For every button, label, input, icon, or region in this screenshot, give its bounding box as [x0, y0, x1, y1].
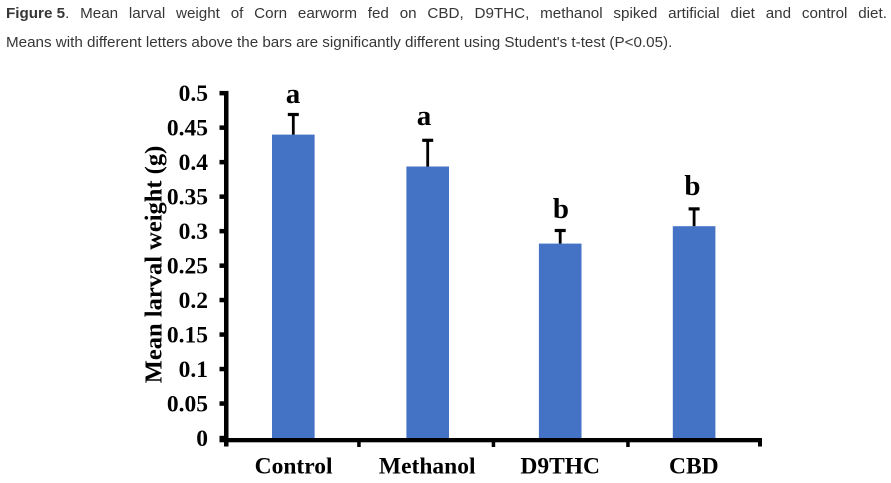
svg-text:b: b	[553, 193, 569, 225]
svg-text:0.25: 0.25	[167, 254, 208, 280]
svg-text:a: a	[286, 78, 301, 110]
svg-text:0.4: 0.4	[179, 150, 209, 176]
svg-text:CBD: CBD	[669, 454, 719, 480]
svg-text:0.2: 0.2	[179, 288, 208, 314]
svg-text:Mean larval weight (g): Mean larval weight (g)	[141, 146, 168, 383]
svg-text:0.15: 0.15	[167, 322, 208, 348]
svg-text:a: a	[417, 100, 432, 132]
svg-text:0.05: 0.05	[167, 391, 208, 417]
svg-text:0.3: 0.3	[179, 219, 208, 245]
svg-text:0.5: 0.5	[179, 81, 208, 107]
svg-text:0: 0	[196, 426, 208, 452]
svg-text:0.45: 0.45	[167, 116, 208, 142]
svg-text:Control: Control	[255, 454, 333, 480]
svg-text:D9THC: D9THC	[520, 454, 600, 480]
svg-text:0.35: 0.35	[167, 185, 208, 211]
svg-text:0.1: 0.1	[179, 357, 208, 383]
svg-text:Methanol: Methanol	[379, 454, 476, 480]
svg-text:b: b	[684, 170, 700, 202]
